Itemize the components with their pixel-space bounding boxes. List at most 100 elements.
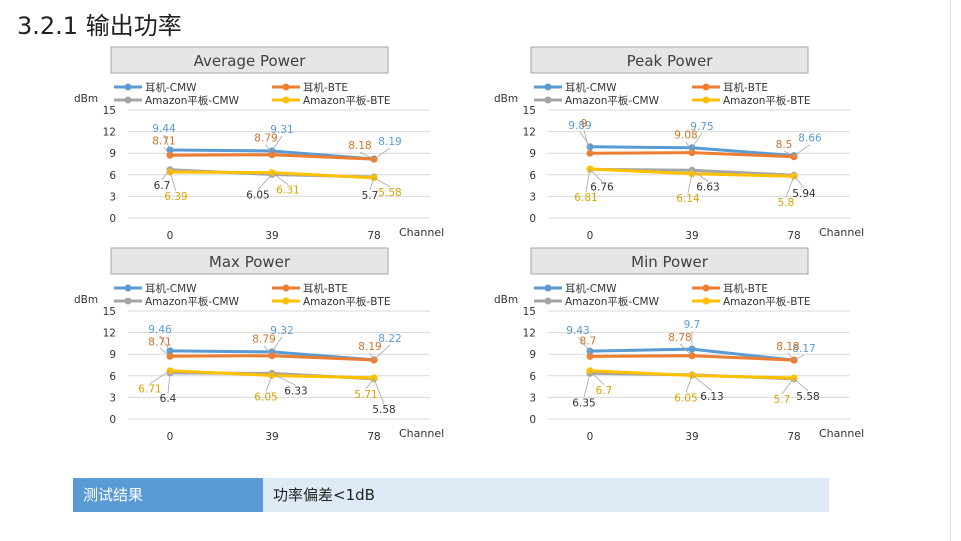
data-label: 6.31 (276, 185, 299, 197)
legend-entry: 耳机-BTE (303, 282, 348, 295)
x-tick-label: 78 (367, 230, 380, 242)
x-tick-label: 78 (787, 431, 800, 443)
x-axis-label: Channel (819, 226, 864, 239)
legend-marker (544, 284, 552, 292)
data-label: 6.05 (254, 391, 277, 403)
data-label: 6.63 (696, 181, 719, 193)
leader-line (159, 347, 171, 357)
leader-line (793, 378, 809, 392)
y-tick-label: 15 (103, 306, 116, 318)
y-tick-label: 9 (529, 148, 536, 160)
legend-marker (124, 284, 132, 292)
legend-entry: 耳机-CMW (565, 81, 617, 94)
y-tick-label: 9 (109, 349, 116, 361)
y-axis-label: dBm (494, 294, 518, 306)
data-label: 8.22 (378, 333, 401, 345)
y-tick-label: 12 (523, 127, 536, 139)
chart-title: Min Power (631, 253, 709, 271)
y-tick-label: 3 (109, 392, 116, 404)
leader-line (587, 347, 591, 357)
leader-line (159, 335, 171, 352)
page-border (950, 0, 951, 541)
y-tick-label: 3 (529, 191, 536, 203)
data-label: 9.08 (674, 130, 697, 142)
data-label: 8.71 (148, 336, 171, 348)
data-label: 5.8 (778, 197, 795, 209)
y-tick-label: 12 (523, 328, 536, 340)
leader-line (583, 373, 591, 398)
y-tick-label: 3 (529, 392, 536, 404)
data-label: 6.05 (246, 189, 269, 201)
chart-min-power: Min Power 耳机-CMW 耳机-BTE Amazon平板-CMW Amazon平… (490, 247, 910, 447)
x-tick-label: 0 (587, 230, 594, 242)
legend-entry: Amazon平板-CMW (565, 295, 660, 308)
x-tick-label: 39 (685, 230, 698, 242)
legend-marker (124, 83, 132, 91)
data-label: 6.7 (154, 180, 171, 192)
legend-marker (282, 96, 290, 104)
data-label: 9.7 (684, 319, 701, 331)
legend-marker (544, 297, 552, 305)
y-tick-label: 9 (529, 349, 536, 361)
x-tick-label: 0 (167, 431, 174, 443)
legend-marker (702, 284, 710, 292)
y-tick-label: 0 (529, 414, 536, 426)
legend-entry: 耳机-CMW (145, 81, 197, 94)
chart-title-box (530, 247, 809, 275)
leader-line (359, 151, 375, 160)
data-label: 6.81 (574, 192, 597, 204)
chart-peak-power: Peak Power 耳机-CMW 耳机-BTE Amazon平板-CMW Amazon… (490, 46, 910, 246)
data-label: 6.14 (676, 193, 700, 205)
x-axis-label: Channel (399, 226, 444, 239)
leader-line (271, 135, 283, 152)
leader-line (163, 147, 171, 156)
y-axis-label: dBm (494, 93, 518, 105)
leader-line (585, 168, 591, 193)
leader-line (161, 169, 171, 181)
data-label: 9.89 (568, 120, 591, 132)
leader-line (579, 131, 591, 148)
legend-entry: 耳机-BTE (303, 81, 348, 94)
legend-entry: 耳机-BTE (723, 282, 768, 295)
x-axis-label: Channel (819, 427, 864, 440)
legend-marker (544, 96, 552, 104)
data-label: 9.32 (270, 325, 293, 337)
leader-line (373, 177, 391, 188)
data-label: 9.46 (148, 324, 172, 336)
chart-title-box (110, 46, 389, 74)
data-point (268, 151, 276, 159)
leader-line (163, 134, 171, 151)
legend-marker (282, 297, 290, 305)
data-label: 8.5 (776, 139, 793, 151)
legend-entry: Amazon平板-CMW (565, 94, 660, 107)
leader-line (169, 171, 177, 192)
y-tick-label: 12 (103, 127, 116, 139)
leader-line (167, 372, 171, 393)
chart-title: Average Power (194, 52, 307, 70)
data-label: 6.71 (138, 384, 161, 396)
data-label: 8.19 (358, 341, 381, 353)
chart-average-power: Average Power 耳机-CMW 耳机-BTE Amazon平板-CMW Ama… (70, 46, 490, 246)
data-label: 9.31 (270, 124, 293, 136)
y-tick-label: 3 (109, 191, 116, 203)
leader-line (257, 174, 273, 190)
leader-line (685, 375, 693, 393)
leader-line (271, 172, 289, 185)
y-tick-label: 15 (103, 105, 116, 117)
data-point (370, 155, 378, 163)
y-tick-label: 6 (529, 371, 536, 383)
leader-line (787, 352, 795, 361)
y-axis-label: dBm (74, 294, 98, 306)
data-label: 9.43 (566, 325, 589, 337)
data-point (166, 367, 174, 375)
data-label: 8.78 (668, 332, 691, 344)
leader-line (365, 377, 375, 390)
y-tick-label: 6 (109, 170, 116, 182)
leader-line (687, 173, 693, 193)
legend-entry: Amazon平板-BTE (723, 94, 810, 107)
data-label: 8.66 (798, 133, 822, 145)
x-tick-label: 78 (367, 431, 380, 443)
y-tick-label: 0 (529, 213, 536, 225)
data-label: 8.79 (254, 133, 277, 145)
data-label: 5.7 (774, 394, 791, 406)
